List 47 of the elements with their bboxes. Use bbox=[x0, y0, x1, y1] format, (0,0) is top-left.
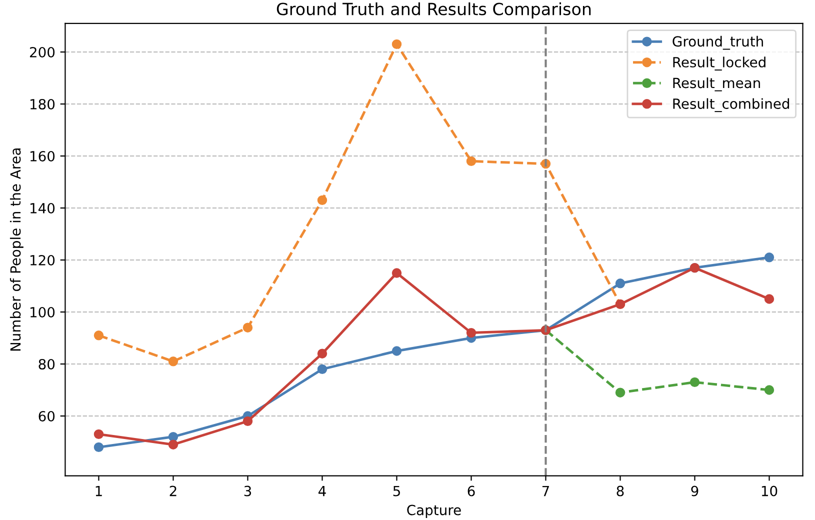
legend-label: Result_mean bbox=[673, 77, 760, 92]
point bbox=[242, 416, 253, 426]
point bbox=[690, 377, 700, 388]
x-tick-label: 2 bbox=[170, 486, 176, 496]
point bbox=[317, 364, 328, 374]
point bbox=[764, 252, 774, 262]
point bbox=[317, 348, 328, 358]
point bbox=[94, 442, 104, 452]
legend-label: Result_combined bbox=[673, 98, 790, 112]
x-tick-label: 6 bbox=[468, 486, 475, 496]
point bbox=[317, 195, 328, 206]
x-tick-label: 1 bbox=[96, 486, 102, 496]
y-axis-title: Number of People in the Area bbox=[10, 148, 24, 351]
x-tick-label: 3 bbox=[244, 486, 252, 496]
point bbox=[392, 346, 402, 356]
point bbox=[615, 278, 626, 288]
x-tick-label: 4 bbox=[318, 486, 326, 496]
y-tick-label: 160 bbox=[30, 150, 55, 162]
y-tick-label: 60 bbox=[38, 410, 55, 422]
x-tick-label: 9 bbox=[691, 486, 698, 496]
point bbox=[94, 330, 104, 340]
y-tick-label: 120 bbox=[30, 254, 55, 266]
x-tick-label: 10 bbox=[762, 486, 778, 496]
x-tick-label: 5 bbox=[393, 486, 400, 496]
y-tick-label: 100 bbox=[30, 306, 55, 318]
point bbox=[94, 429, 104, 440]
point bbox=[392, 268, 402, 278]
point bbox=[615, 388, 626, 398]
point bbox=[764, 385, 774, 395]
y-tick-label: 200 bbox=[30, 46, 55, 58]
y-tick-label: 80 bbox=[38, 358, 55, 370]
y-tick-label: 180 bbox=[30, 98, 55, 110]
point bbox=[168, 356, 178, 366]
legend-label: Ground_truth bbox=[672, 36, 763, 50]
point bbox=[168, 432, 178, 442]
point bbox=[764, 294, 774, 304]
point bbox=[168, 440, 178, 450]
x-tick-label: 8 bbox=[616, 486, 624, 496]
point bbox=[392, 39, 402, 50]
y-tick-label: 140 bbox=[30, 202, 55, 214]
chart-title: Ground Truth and Results Comparison bbox=[276, 2, 591, 19]
x-tick-label: 7 bbox=[542, 486, 549, 496]
x-axis-title: Capture bbox=[407, 504, 461, 518]
point bbox=[466, 156, 476, 166]
legend-label: Result_locked bbox=[673, 56, 766, 70]
point bbox=[242, 322, 253, 332]
point bbox=[466, 328, 476, 338]
